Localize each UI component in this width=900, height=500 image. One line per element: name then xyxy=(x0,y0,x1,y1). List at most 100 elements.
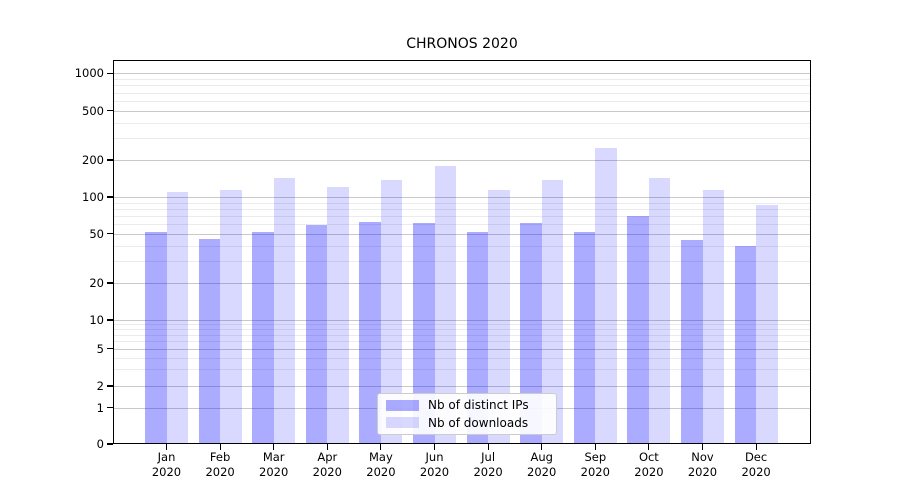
y-tick-mark-5 xyxy=(107,347,113,350)
y-tick-mark-20 xyxy=(107,282,113,284)
y-tick-mark-100 xyxy=(107,196,113,198)
plot-area xyxy=(113,60,811,444)
gridline-minor-7 xyxy=(113,334,811,336)
x-tick-month: Jul xyxy=(481,450,496,464)
x-tick-mark-mar xyxy=(273,444,275,450)
y-tick-mark-500 xyxy=(107,110,113,112)
x-tick-year: 2020 xyxy=(419,465,450,479)
gridline-minor-30 xyxy=(113,261,811,263)
bar-nb-of-distinct-ips-sep xyxy=(573,232,596,444)
x-tick-label-jul: Jul 2020 xyxy=(456,450,520,480)
x-tick-year: 2020 xyxy=(741,465,771,479)
x-tick-mark-apr xyxy=(326,444,328,450)
x-tick-month: Mar xyxy=(262,450,285,464)
x-tick-year: 2020 xyxy=(259,465,289,479)
y-tick-label-1000: 1000 xyxy=(74,66,104,81)
x-tick-label-nov: Nov 2020 xyxy=(671,450,735,480)
gridline-minor-40 xyxy=(113,245,811,247)
x-tick-year: 2020 xyxy=(580,465,610,479)
x-tick-year: 2020 xyxy=(687,465,718,479)
x-tick-label-aug: Aug 2020 xyxy=(510,450,574,480)
gridline-minor-8 xyxy=(113,329,811,331)
x-tick-label-feb: Feb 2020 xyxy=(188,450,252,480)
bar-nb-of-downloads-dec xyxy=(756,204,778,444)
bar-nb-of-downloads-sep xyxy=(595,148,617,444)
gridline-major-2 xyxy=(113,386,811,387)
y-tick-label-500: 500 xyxy=(82,103,104,118)
gridline-minor-70 xyxy=(113,215,811,217)
legend-label-nb-of-distinct-ips: Nb of distinct IPs xyxy=(428,398,529,413)
gridline-minor-6 xyxy=(113,341,811,342)
legend-item-nb-of-distinct-ips: Nb of distinct IPs xyxy=(386,397,548,413)
x-tick-label-jan: Jan 2020 xyxy=(135,450,199,480)
chart-title: CHRONOS 2020 xyxy=(406,36,518,52)
bar-nb-of-distinct-ips-apr xyxy=(305,224,328,444)
x-tick-year: 2020 xyxy=(151,465,182,479)
gridline-minor-900 xyxy=(113,78,811,80)
bar-nb-of-distinct-ips-jul xyxy=(466,232,489,444)
x-tick-year: 2020 xyxy=(366,465,396,479)
gridline-minor-9 xyxy=(113,324,811,326)
legend-item-nb-of-downloads: Nb of downloads xyxy=(386,415,548,431)
x-tick-month: Jan xyxy=(157,450,176,464)
gridline-minor-800 xyxy=(113,85,811,87)
y-tick-label-200: 200 xyxy=(82,153,104,167)
bar-nb-of-distinct-ips-jun xyxy=(413,223,435,444)
x-tick-label-sep: Sep 2020 xyxy=(563,450,627,480)
x-tick-label-oct: Oct 2020 xyxy=(617,450,681,480)
gridline-minor-80 xyxy=(113,208,811,210)
legend: Nb of distinct IPs Nb of downloads xyxy=(377,393,557,435)
x-tick-mark-jun xyxy=(433,444,436,450)
x-tick-year: 2020 xyxy=(473,465,503,479)
gridline-minor-400 xyxy=(113,122,811,124)
bar-nb-of-downloads-jul xyxy=(488,189,510,444)
gridline-major-50 xyxy=(113,233,811,235)
x-tick-month: Nov xyxy=(691,450,714,464)
x-tick-mark-oct xyxy=(648,444,650,450)
bar-nb-of-downloads-feb xyxy=(220,190,242,444)
x-tick-label-jun: Jun 2020 xyxy=(403,450,467,480)
y-tick-mark-50 xyxy=(107,232,113,235)
x-tick-mark-sep xyxy=(594,444,596,450)
x-tick-mark-feb xyxy=(219,444,221,450)
bar-nb-of-downloads-apr xyxy=(327,186,349,444)
bar-nb-of-downloads-jun xyxy=(434,166,456,444)
bar-nb-of-downloads-oct xyxy=(648,178,671,444)
x-tick-month: Oct xyxy=(638,450,659,464)
bar-nb-of-downloads-aug xyxy=(541,179,564,444)
x-tick-month: Dec xyxy=(744,450,768,464)
bar-nb-of-distinct-ips-feb xyxy=(198,239,221,444)
y-tick-label-100: 100 xyxy=(82,190,104,204)
x-tick-month: Jun xyxy=(425,450,444,464)
y-tick-label-10: 10 xyxy=(89,313,104,327)
gridline-major-5 xyxy=(113,348,811,350)
x-tick-mark-jul xyxy=(487,444,489,450)
x-tick-mark-may xyxy=(380,444,382,450)
gridline-major-100 xyxy=(113,197,811,198)
y-tick-label-20: 20 xyxy=(89,276,104,290)
gridline-minor-300 xyxy=(113,138,811,140)
bar-nb-of-distinct-ips-oct xyxy=(627,215,649,444)
gridline-minor-90 xyxy=(113,202,811,204)
legend-label-nb-of-downloads: Nb of downloads xyxy=(428,415,529,430)
x-tick-year: 2020 xyxy=(634,465,664,479)
x-tick-mark-jan xyxy=(165,444,168,450)
bar-nb-of-distinct-ips-aug xyxy=(520,223,542,444)
y-tick-mark-200 xyxy=(107,159,113,161)
bar-nb-of-downloads-nov xyxy=(702,190,724,444)
bar-nb-of-distinct-ips-jan xyxy=(145,232,167,444)
y-tick-mark-1 xyxy=(107,406,113,409)
y-tick-mark-1000 xyxy=(107,72,113,74)
x-tick-month: Feb xyxy=(209,450,231,464)
x-tick-mark-dec xyxy=(755,444,757,450)
legend-swatch-nb-of-distinct-ips xyxy=(386,399,419,411)
bar-nb-of-downloads-jan xyxy=(166,192,188,444)
y-tick-label-5: 5 xyxy=(96,341,104,356)
legend-swatch-nb-of-downloads xyxy=(386,417,419,429)
y-tick-label-1: 1 xyxy=(96,400,104,415)
gridline-minor-3 xyxy=(113,369,811,371)
x-tick-month: Aug xyxy=(530,450,553,464)
gridline-major-20 xyxy=(113,283,811,284)
x-tick-label-may: May 2020 xyxy=(349,450,413,480)
